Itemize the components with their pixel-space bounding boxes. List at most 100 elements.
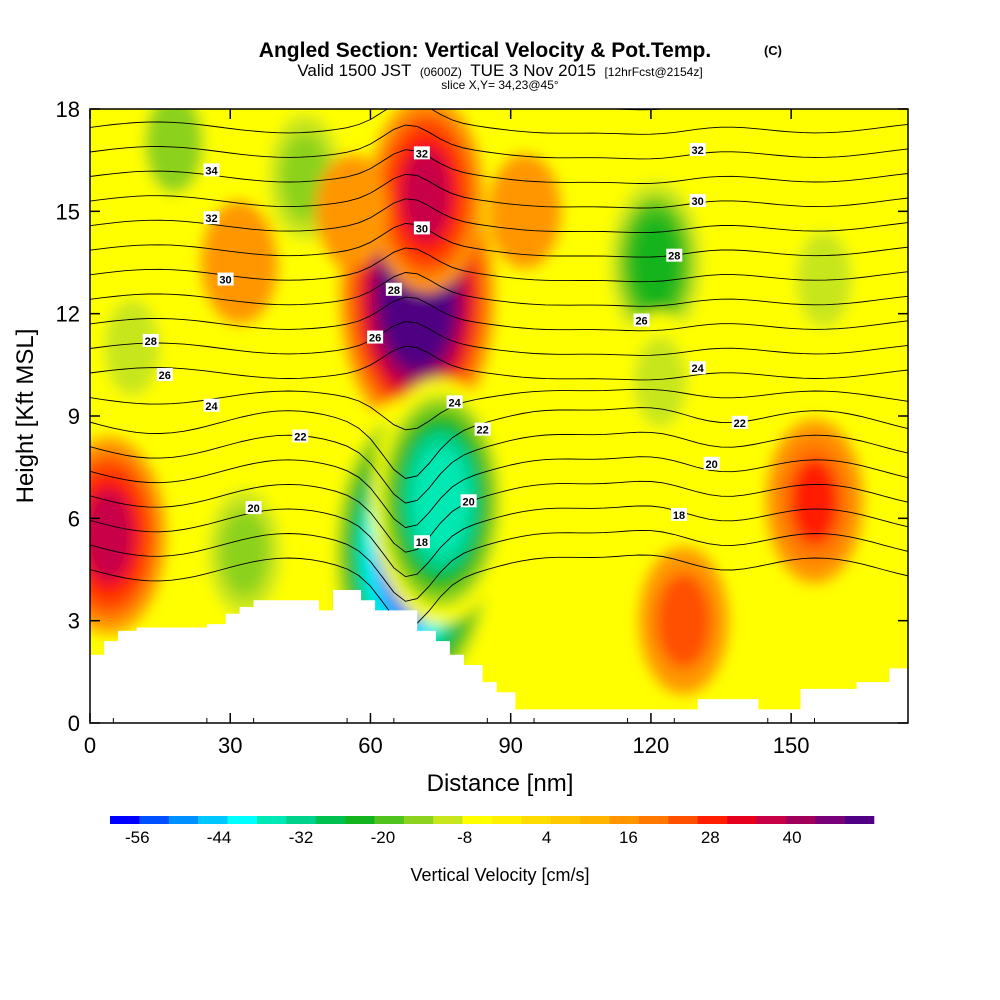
x-tick-label: 0 xyxy=(84,733,96,758)
contour-label-box xyxy=(689,194,706,208)
colorbar-swatch xyxy=(139,816,170,824)
colorbar-swatch xyxy=(110,816,140,824)
velocity-band xyxy=(145,109,204,194)
colorbar-tick-label: 16 xyxy=(619,828,638,847)
contour-label: 30 xyxy=(217,272,234,287)
isentrope-line xyxy=(90,345,908,381)
contour-label-text: 22 xyxy=(477,425,489,437)
colorbar: -56 -44 -32 -20 -8 4 16 28 40 xyxy=(110,816,875,847)
contour-label: 22 xyxy=(731,415,748,430)
isentrope-line xyxy=(90,505,908,578)
isentrope-line xyxy=(90,198,908,234)
contour-label-box xyxy=(142,333,159,347)
isentrope-line xyxy=(90,456,908,529)
contour-label: 24 xyxy=(446,395,463,409)
isentrope-line xyxy=(90,124,908,160)
velocity-feature xyxy=(371,378,510,625)
colorbar-swatch xyxy=(756,816,787,824)
contour-label-box xyxy=(203,398,220,412)
contour-label-box xyxy=(689,142,706,156)
contour-label-text: 18 xyxy=(416,537,428,549)
contour-label-box xyxy=(156,368,173,382)
isentrope-line xyxy=(90,222,908,258)
contour-label-box xyxy=(703,456,720,470)
contour-label-box xyxy=(670,507,687,521)
contour-label-text: 32 xyxy=(692,145,704,157)
contour-labels: 34 32 30 28 26 24 22 20 32 30 28 26 24 22 20 18 32 30 28 26… xyxy=(142,142,748,549)
velocity-feature xyxy=(90,437,166,634)
contour-label-box xyxy=(367,330,384,344)
contour-label: 26 xyxy=(633,313,650,327)
x-tick-label: 60 xyxy=(358,733,382,758)
isentrope-line xyxy=(90,173,908,209)
contour-label-text: 22 xyxy=(294,431,306,443)
velocity-feature xyxy=(201,201,278,324)
isentrope-line xyxy=(90,480,908,553)
contour-label-box xyxy=(633,313,650,327)
y-axis-label: Height [Kft MSL] xyxy=(12,329,39,504)
colorbar-swatch xyxy=(521,816,552,824)
y-tick-label: 9 xyxy=(68,404,80,429)
contour-label-text: 26 xyxy=(369,333,381,345)
contour-label-text: 26 xyxy=(635,315,647,327)
contour-label-text: 24 xyxy=(205,401,218,413)
chart-title-tag: (C) xyxy=(764,43,782,58)
velocity-feature xyxy=(617,312,703,452)
velocity-feature xyxy=(639,546,729,695)
contour-label: 26 xyxy=(156,368,173,382)
velocity-band xyxy=(401,147,452,241)
colorbar-tick-label: -32 xyxy=(289,828,314,847)
contour-label-box xyxy=(413,146,430,160)
colorbar-swatch xyxy=(315,816,346,824)
velocity-band xyxy=(488,154,561,269)
colorbar-swatch xyxy=(403,816,434,824)
colorbar-swatch xyxy=(697,816,728,824)
colorbar-swatch xyxy=(227,816,258,824)
contour-label-box xyxy=(474,422,491,436)
contour-label-text: 28 xyxy=(668,251,680,263)
y-tick-label: 0 xyxy=(68,711,80,736)
colorbar-swatch xyxy=(580,816,610,824)
colorbar-swatch xyxy=(286,816,316,824)
contour-label-box xyxy=(292,429,309,443)
terrain xyxy=(90,590,908,723)
velocity-feature xyxy=(488,154,561,269)
velocity-band xyxy=(630,215,681,310)
contour-label-text: 30 xyxy=(416,223,428,235)
y-tick-label: 12 xyxy=(56,302,80,327)
colorbar-label: Vertical Velocity [cm/s] xyxy=(410,865,589,885)
contour-label: 28 xyxy=(385,282,402,297)
velocity-band xyxy=(655,572,712,669)
contour-label-text: 24 xyxy=(448,397,461,409)
colorbar-swatch xyxy=(345,816,375,824)
colorbar-tick-label: -56 xyxy=(125,828,150,847)
colorbar-swatch xyxy=(492,816,522,824)
contour-label-box xyxy=(731,415,748,429)
colorbar-swatch xyxy=(785,816,816,824)
isentrope-line xyxy=(90,407,908,479)
colorbar-swatch xyxy=(844,816,875,824)
colorbar-swatch xyxy=(198,816,228,824)
contour-label: 28 xyxy=(142,333,159,348)
contour-label-text: 20 xyxy=(462,496,474,508)
colorbar-tick-label: -20 xyxy=(371,828,396,847)
velocity-band xyxy=(219,508,269,597)
contour-label-text: 24 xyxy=(692,363,705,375)
contour-label-text: 28 xyxy=(388,285,400,297)
valid-time: Valid 1500 JST xyxy=(297,61,411,80)
colorbar-tick-label: -8 xyxy=(457,828,472,847)
velocity-band xyxy=(412,447,469,556)
contour-label-box xyxy=(666,248,683,262)
isentrope-line xyxy=(90,109,908,135)
colorbar-swatch xyxy=(668,816,698,824)
contour-label-text: 34 xyxy=(205,165,218,177)
valid-utc: (0600Z) xyxy=(420,65,462,79)
contour-label-box xyxy=(460,494,477,508)
velocity-feature xyxy=(765,419,864,584)
contour-label: 24 xyxy=(203,398,220,413)
y-tick-label: 18 xyxy=(56,97,80,122)
contour-label: 30 xyxy=(413,221,430,235)
isentrope-line xyxy=(90,554,908,627)
colorbar-swatch xyxy=(638,816,669,824)
